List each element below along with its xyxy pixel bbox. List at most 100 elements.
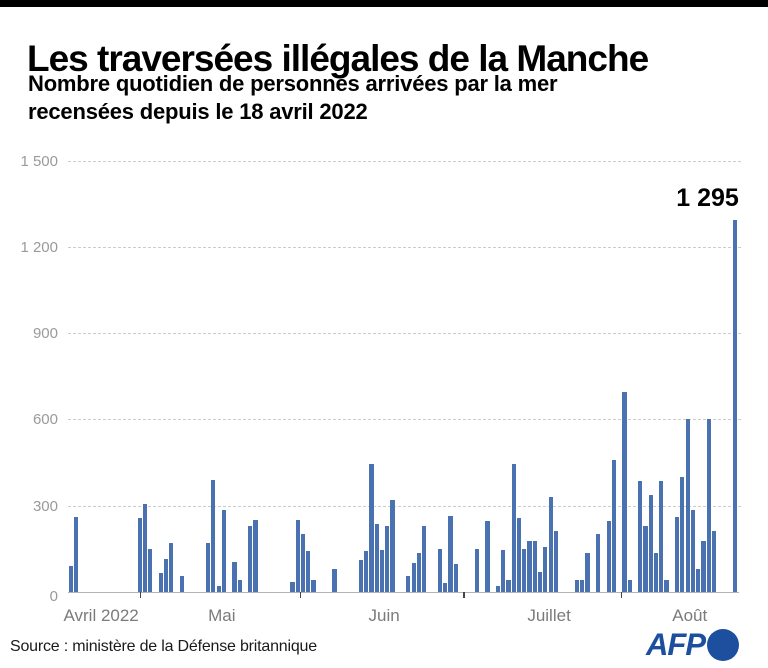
source-text: Source : ministère de la Défense britann… xyxy=(10,638,317,655)
chart-subtitle-line2: recensées depuis le 18 avril 2022 xyxy=(28,99,368,124)
bar xyxy=(611,459,616,592)
month-tick xyxy=(620,591,623,598)
bar xyxy=(627,580,632,592)
bar xyxy=(474,548,479,592)
month-label-mai: Mai xyxy=(208,606,236,625)
y-axis-label-0: 0 xyxy=(49,587,58,605)
y-axis-label-1500: 1 500 xyxy=(20,152,58,170)
bar xyxy=(553,531,558,592)
bar xyxy=(690,509,696,592)
bar xyxy=(574,580,580,592)
bar xyxy=(653,552,659,592)
bar xyxy=(142,504,147,592)
y-axis-label-900: 900 xyxy=(32,325,58,343)
bar xyxy=(158,573,163,592)
bar xyxy=(237,580,242,592)
bar xyxy=(538,571,543,592)
bar xyxy=(532,541,537,592)
bar xyxy=(453,564,458,592)
bar xyxy=(232,561,237,592)
bar xyxy=(522,548,527,592)
bar xyxy=(664,580,669,592)
bar xyxy=(696,568,701,592)
bar xyxy=(680,476,685,592)
bar xyxy=(622,392,627,592)
month-tick xyxy=(463,591,465,598)
x-axis-line xyxy=(68,591,739,593)
bar xyxy=(548,496,553,592)
bar xyxy=(332,568,337,592)
gridline-900 xyxy=(68,333,741,335)
afp-logo-text: AFP xyxy=(646,626,706,663)
month-tick xyxy=(299,591,302,598)
bar xyxy=(253,519,258,592)
bar xyxy=(706,419,711,592)
bar xyxy=(206,542,211,592)
bar xyxy=(675,516,680,592)
chart-subtitle-line1: Nombre quotidien de personnes arrivées p… xyxy=(28,71,558,96)
y-axis-label-600: 600 xyxy=(32,411,58,429)
month-label-juin: Juin xyxy=(368,606,400,625)
bar xyxy=(221,509,226,592)
bar xyxy=(448,515,453,592)
bar xyxy=(648,495,653,592)
bar xyxy=(501,550,506,592)
bar xyxy=(527,541,532,592)
bar xyxy=(701,541,706,592)
top-rule xyxy=(0,0,768,7)
bar xyxy=(390,499,395,592)
bar xyxy=(364,551,369,592)
bar xyxy=(711,531,717,592)
bar xyxy=(290,581,295,592)
chart-subtitle: Nombre quotidien de personnes arrivées p… xyxy=(28,70,708,126)
bar xyxy=(169,542,174,592)
bar xyxy=(137,518,142,592)
bar xyxy=(406,575,411,592)
bar xyxy=(580,580,585,592)
bar xyxy=(163,558,169,592)
bar xyxy=(211,479,216,592)
gridline-600 xyxy=(68,419,741,421)
bar xyxy=(506,580,511,592)
bar xyxy=(179,575,184,592)
bar xyxy=(685,419,690,592)
bar xyxy=(379,550,385,592)
bar xyxy=(516,518,522,592)
bar xyxy=(437,548,443,592)
y-axis-label-1200: 1 200 xyxy=(20,238,58,256)
bar xyxy=(216,585,221,592)
afp-logo: AFP xyxy=(646,628,739,661)
bar xyxy=(511,463,516,592)
month-label-avril-2022: Avril 2022 xyxy=(63,606,139,625)
bar xyxy=(306,551,311,592)
bar xyxy=(148,548,153,592)
bar xyxy=(411,562,416,592)
page-title: Les traversées illégales de la Manche xyxy=(27,37,649,79)
bar xyxy=(585,552,590,592)
bar xyxy=(295,519,300,592)
bar xyxy=(358,560,364,592)
gridline-300 xyxy=(68,505,741,507)
bar xyxy=(416,552,421,592)
month-label-ao-t: Août xyxy=(672,606,708,625)
bar xyxy=(311,580,316,592)
y-axis-label-300: 300 xyxy=(32,497,58,515)
bar xyxy=(385,525,390,592)
month-tick xyxy=(139,591,142,598)
bar xyxy=(606,521,611,592)
bar xyxy=(595,534,601,592)
afp-logo-globe-icon xyxy=(707,628,739,661)
bar xyxy=(638,481,643,592)
bar xyxy=(248,525,253,592)
bar xyxy=(485,521,490,592)
bar xyxy=(643,525,648,592)
gridline-1500 xyxy=(68,160,741,162)
bar xyxy=(300,534,306,592)
bar xyxy=(659,481,664,592)
bar xyxy=(369,463,374,592)
gridline-1200 xyxy=(68,246,741,248)
bar xyxy=(74,516,79,592)
bar xyxy=(732,219,738,592)
